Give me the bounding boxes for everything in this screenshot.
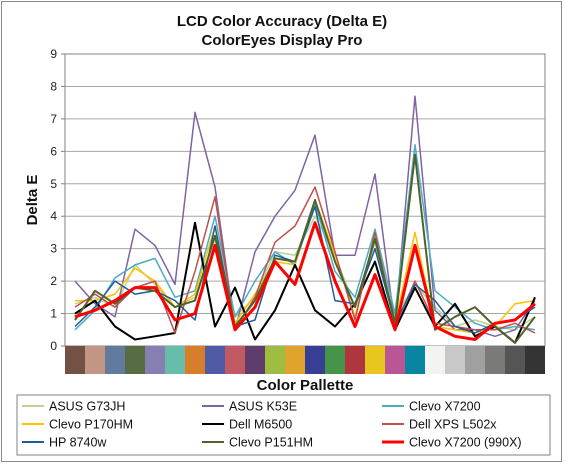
color-swatch — [525, 346, 545, 374]
y-tick-label: 7 — [50, 112, 57, 126]
color-swatch — [465, 346, 485, 374]
color-swatch — [365, 346, 385, 374]
color-swatch — [385, 346, 405, 374]
y-tick-label: 1 — [50, 307, 57, 321]
color-swatch — [505, 346, 525, 374]
color-swatch — [325, 346, 345, 374]
legend-label: ASUS G73JH — [49, 400, 125, 414]
color-swatch — [345, 346, 365, 374]
y-tick-label: 9 — [50, 47, 57, 61]
legend-label: Clevo X7200 — [409, 400, 481, 414]
color-swatch — [185, 346, 205, 374]
legend: ASUS G73JH ASUS K53E Clevo X7200 Clevo P170… — [22, 400, 522, 450]
series-line — [74, 221, 536, 341]
color-swatch — [405, 346, 425, 374]
legend-label: Clevo X7200 (990X) — [409, 436, 522, 450]
y-tick-label: 2 — [50, 274, 57, 288]
y-tick-label: 5 — [50, 177, 57, 191]
color-swatch — [485, 346, 505, 374]
x-axis-title: Color Pallette — [257, 377, 354, 394]
legend-box — [16, 394, 551, 456]
color-swatch — [125, 346, 145, 374]
color-swatch — [85, 346, 105, 374]
grid-lines — [65, 85, 545, 315]
chart-title: LCD Color Accuracy (Delta E) — [177, 13, 387, 30]
color-swatch — [245, 346, 265, 374]
color-swatch — [285, 346, 305, 374]
series-line — [74, 221, 536, 344]
color-swatch — [205, 346, 225, 374]
legend-label: ASUS K53E — [229, 400, 297, 414]
legend-label: Clevo P170HM — [49, 418, 133, 432]
legend-label: HP 8740w — [49, 436, 107, 450]
y-axis-ticks: 0 1 2 3 4 5 6 7 8 9 — [50, 47, 65, 353]
y-tick-label: 3 — [50, 242, 57, 256]
color-swatch — [145, 346, 165, 374]
y-axis-title: Delta E — [24, 175, 41, 226]
color-swatch — [425, 346, 445, 374]
series-line — [74, 205, 536, 334]
y-tick-label: 6 — [50, 144, 57, 158]
color-swatch — [165, 346, 185, 374]
series-lines — [74, 95, 536, 344]
color-swatch — [105, 346, 125, 374]
color-swatch — [445, 346, 465, 374]
color-swatches — [65, 346, 545, 374]
legend-label: Clevo P151HM — [229, 436, 313, 450]
color-swatch — [225, 346, 245, 374]
y-tick-label: 0 — [50, 339, 57, 353]
legend-label: Dell XPS L502x — [409, 418, 497, 432]
plot-area — [64, 53, 546, 347]
y-tick-label: 4 — [50, 209, 57, 223]
legend-label: Dell M6500 — [229, 418, 292, 432]
series-line — [74, 153, 536, 344]
color-swatch — [65, 346, 85, 374]
color-swatch — [265, 346, 285, 374]
color-swatch — [305, 346, 325, 374]
chart-subtitle: ColorEyes Display Pro — [202, 32, 363, 49]
y-tick-label: 8 — [50, 79, 57, 93]
